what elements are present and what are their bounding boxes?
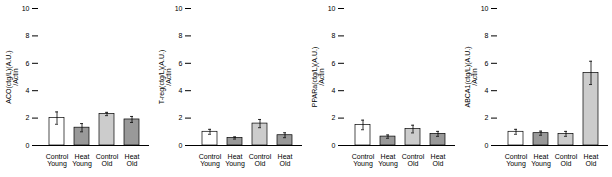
svg-text:ACO(ctg/L)(A.U.)/Actin: ACO(ctg/L)(A.U.)/Actin bbox=[5, 50, 19, 103]
svg-text:ControlOld: ControlOld bbox=[96, 153, 119, 167]
svg-text:4: 4 bbox=[179, 87, 183, 94]
svg-text:8: 8 bbox=[179, 32, 183, 39]
svg-text:ControlYoung: ControlYoung bbox=[199, 153, 222, 168]
svg-text:10: 10 bbox=[175, 5, 183, 12]
svg-text:ControlYoung: ControlYoung bbox=[46, 153, 69, 168]
svg-text:0: 0 bbox=[485, 142, 489, 149]
svg-text:HeatOld: HeatOld bbox=[278, 153, 293, 167]
svg-text:T-reg(ctg/L)(A.U.)/Actin: T-reg(ctg/L)(A.U.)/Actin bbox=[158, 50, 172, 104]
svg-text:HeatYoung: HeatYoung bbox=[72, 153, 92, 168]
svg-text:6: 6 bbox=[332, 60, 336, 67]
svg-text:ABCA1(ctg/L)(A.U.)/Actin: ABCA1(ctg/L)(A.U.)/Actin bbox=[464, 46, 478, 107]
svg-text:8: 8 bbox=[485, 32, 489, 39]
svg-text:0: 0 bbox=[179, 142, 183, 149]
svg-text:10: 10 bbox=[328, 5, 336, 12]
svg-text:HeatYoung: HeatYoung bbox=[531, 153, 551, 168]
svg-text:4: 4 bbox=[26, 87, 30, 94]
svg-text:ControlOld: ControlOld bbox=[249, 153, 272, 167]
svg-text:HeatOld: HeatOld bbox=[125, 153, 140, 167]
svg-text:PPARa(ctg/L)(A.U.)/Actin: PPARa(ctg/L)(A.U.)/Actin bbox=[311, 47, 325, 108]
svg-text:4: 4 bbox=[332, 87, 336, 94]
svg-text:ControlOld: ControlOld bbox=[402, 153, 425, 167]
svg-text:8: 8 bbox=[26, 32, 30, 39]
svg-text:4: 4 bbox=[485, 87, 489, 94]
svg-text:ControlOld: ControlOld bbox=[555, 153, 578, 167]
svg-text:0: 0 bbox=[332, 142, 336, 149]
svg-text:6: 6 bbox=[179, 60, 183, 67]
svg-text:8: 8 bbox=[332, 32, 336, 39]
svg-text:2: 2 bbox=[26, 114, 30, 121]
svg-text:HeatOld: HeatOld bbox=[584, 153, 599, 167]
svg-text:6: 6 bbox=[485, 60, 489, 67]
svg-text:2: 2 bbox=[179, 114, 183, 121]
svg-text:HeatOld: HeatOld bbox=[431, 153, 446, 167]
svg-text:ControlYoung: ControlYoung bbox=[352, 153, 375, 168]
svg-text:0: 0 bbox=[26, 142, 30, 149]
svg-text:ControlYoung: ControlYoung bbox=[505, 153, 528, 168]
svg-text:HeatYoung: HeatYoung bbox=[225, 153, 245, 168]
svg-text:2: 2 bbox=[332, 114, 336, 121]
svg-text:HeatYoung: HeatYoung bbox=[378, 153, 398, 168]
svg-text:2: 2 bbox=[485, 114, 489, 121]
svg-text:10: 10 bbox=[22, 5, 30, 12]
svg-text:10: 10 bbox=[481, 5, 489, 12]
svg-text:6: 6 bbox=[26, 60, 30, 67]
